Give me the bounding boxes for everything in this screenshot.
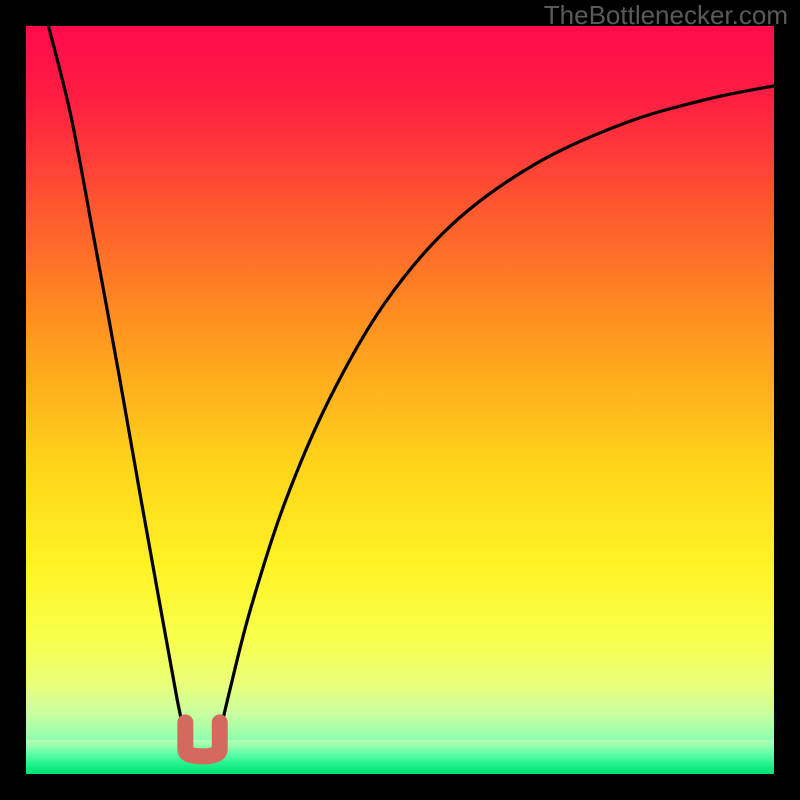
valley-u-marker (185, 722, 219, 756)
watermark-text: TheBottlenecker.com (544, 0, 788, 31)
curve-left-branch (48, 26, 186, 740)
plot-area (26, 26, 774, 774)
chart-stage: TheBottlenecker.com (0, 0, 800, 800)
curve-right-branch (218, 86, 774, 741)
bottleneck-curve (26, 26, 774, 774)
